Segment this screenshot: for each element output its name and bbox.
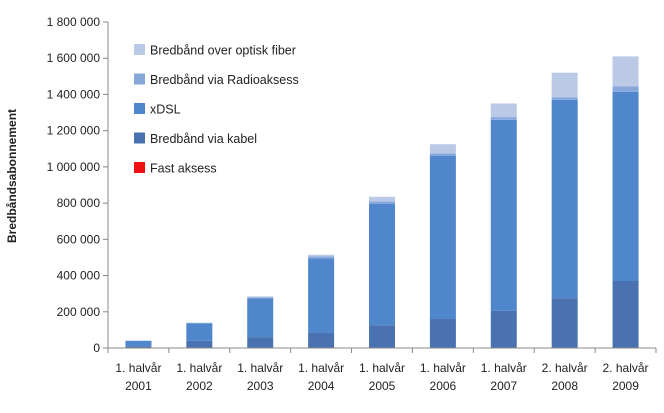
x-tick-label: 2. halvår 2008 bbox=[542, 361, 588, 393]
y-tick-label: 1 600 000 bbox=[47, 51, 101, 65]
y-tick-label: 600 000 bbox=[57, 232, 101, 246]
bar-segment bbox=[612, 91, 639, 281]
y-tick-label: 1 800 000 bbox=[47, 15, 101, 29]
bar-segment bbox=[429, 144, 456, 154]
bar-segment bbox=[247, 297, 274, 299]
bar-segment bbox=[308, 258, 335, 333]
bar-segment bbox=[247, 296, 274, 298]
x-tick-label: 1. halvår 2006 bbox=[420, 361, 466, 393]
bar-segment bbox=[125, 346, 152, 348]
bar-segment bbox=[186, 340, 213, 348]
y-tick-label: 1 200 000 bbox=[47, 124, 101, 138]
bar-segment bbox=[490, 119, 517, 311]
bar-segment bbox=[308, 332, 335, 348]
legend: Bredbånd over optisk fiber Bredbånd via R… bbox=[134, 44, 299, 176]
bar-segment bbox=[369, 201, 395, 205]
bar-segment bbox=[490, 310, 517, 348]
bar-segment bbox=[551, 298, 578, 348]
bar-segment bbox=[429, 156, 456, 320]
x-tick-label: 2. halvår 2009 bbox=[603, 361, 649, 393]
y-tick-label: 400 000 bbox=[57, 269, 101, 283]
y-tick-label: 1 400 000 bbox=[47, 87, 101, 101]
y-axis: 0 200 000 400 000 600 000 800 000 1 000 000 1 … bbox=[47, 15, 109, 355]
bar-segment bbox=[308, 256, 335, 259]
bar-segment bbox=[551, 97, 578, 100]
x-tick-label: 1. halvår 2005 bbox=[359, 361, 405, 393]
bar-segment bbox=[551, 99, 578, 299]
legend-label: Fast aksess bbox=[150, 162, 217, 176]
bar-segment bbox=[186, 323, 213, 341]
bar-segment bbox=[369, 325, 395, 348]
legend-swatch bbox=[134, 73, 145, 85]
bar-segment bbox=[186, 323, 213, 324]
x-tick-label: 1. halvår 2007 bbox=[481, 361, 527, 393]
bar-segment bbox=[369, 204, 395, 326]
legend-label: xDSL bbox=[150, 103, 181, 117]
y-tick-label: 200 000 bbox=[57, 305, 101, 319]
x-tick-label: 1. halvår 2003 bbox=[237, 361, 283, 393]
y-tick-label: 1 000 000 bbox=[47, 160, 101, 174]
y-tick-label: 0 bbox=[93, 341, 100, 355]
legend-label: Bredbånd over optisk fiber bbox=[150, 44, 296, 58]
bar-segment bbox=[308, 254, 335, 257]
legend-swatch bbox=[134, 132, 145, 144]
x-axis: 1. halvår 2001 1. halvår 2002 1. halvår 2003 1… bbox=[107, 347, 657, 393]
y-tick-label: 800 000 bbox=[57, 196, 101, 210]
bar-segment bbox=[490, 103, 517, 118]
legend-swatch bbox=[134, 162, 145, 173]
bar-segment bbox=[551, 72, 578, 98]
bar-segment bbox=[612, 280, 639, 348]
bar-segment bbox=[490, 117, 517, 120]
x-tick-label: 1. halvår 2004 bbox=[298, 361, 344, 393]
legend-label: Bredbånd via Radioaksess bbox=[150, 73, 299, 87]
x-tick-label: 1. halvår 2002 bbox=[176, 361, 222, 393]
bar-segment bbox=[612, 86, 639, 92]
legend-swatch bbox=[134, 44, 145, 55]
legend-label: Bredbånd via kabel bbox=[150, 132, 257, 146]
bars bbox=[125, 56, 639, 348]
bar-segment bbox=[429, 319, 456, 348]
bar-segment bbox=[429, 153, 456, 157]
bar-segment bbox=[125, 340, 152, 347]
bar-segment bbox=[369, 196, 395, 202]
bar-segment bbox=[612, 56, 639, 87]
x-tick-label: 1. halvår 2001 bbox=[115, 361, 161, 393]
legend-swatch bbox=[134, 103, 145, 114]
y-axis-label: Bredbåndsabonnement bbox=[5, 109, 19, 243]
bar-segment bbox=[247, 298, 274, 338]
bar-segment bbox=[247, 337, 274, 348]
